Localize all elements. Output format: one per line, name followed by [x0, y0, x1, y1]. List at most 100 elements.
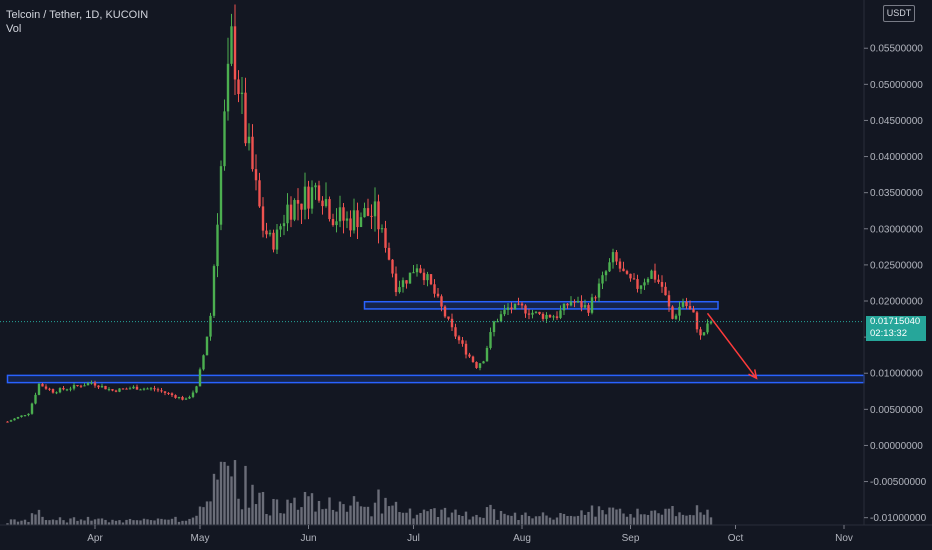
candle-body [254, 169, 258, 181]
candle-body [366, 208, 370, 216]
volume-bar [482, 517, 485, 525]
candle-body [468, 354, 471, 357]
candle-body [34, 394, 37, 404]
candle-body [272, 232, 275, 250]
candles [6, 4, 713, 423]
down-arrow [706, 312, 758, 380]
volume-bar [496, 519, 499, 525]
volume-bar [587, 511, 590, 525]
candle-body [303, 186, 307, 210]
volume-bar [510, 515, 513, 525]
volume-bar [580, 510, 583, 525]
volume-bar [251, 484, 254, 525]
volume-bar [534, 516, 538, 525]
volume-bar [541, 512, 545, 525]
volume-bar [503, 513, 506, 525]
candle-body [282, 223, 286, 227]
time-tick-label: Oct [728, 533, 744, 544]
volume-bar [146, 519, 149, 525]
candle-body [300, 203, 303, 210]
candle-body [384, 228, 387, 248]
volume-bar [454, 509, 457, 525]
candle-body [335, 221, 338, 226]
candle-body [37, 383, 41, 395]
candle-body [20, 415, 23, 417]
candle-body [359, 217, 363, 228]
volume-bar [527, 516, 531, 525]
candle-body [345, 218, 349, 221]
volume-bar [559, 512, 562, 525]
volume-bar [394, 501, 398, 525]
volume-bar [202, 507, 205, 525]
volume-bar [324, 508, 328, 525]
candle-body [496, 321, 499, 323]
volume-bar [93, 519, 97, 525]
candle-body [489, 332, 492, 348]
volume-bar [275, 499, 279, 525]
volume-bar [415, 514, 419, 525]
arrow-shaft [706, 312, 758, 379]
volume-bar [643, 514, 646, 525]
volume-indicator-label[interactable]: Vol [6, 23, 22, 35]
candle-body [590, 297, 594, 313]
candle-body [142, 388, 146, 390]
candle-body [583, 305, 587, 308]
candle-body [632, 278, 636, 280]
volume-bar [230, 476, 233, 525]
candle-body [83, 385, 86, 387]
volume-bar [377, 489, 380, 525]
time-axis[interactable]: Apr May Jun Jul Aug Sep Oct Nov [87, 525, 853, 544]
price-tick-label: 0.02500000 [870, 260, 923, 271]
volume-bar [121, 522, 125, 525]
candle-body [629, 273, 632, 279]
candle-body [534, 311, 538, 313]
volume-bar [692, 515, 695, 525]
volume-bar [538, 516, 541, 525]
time-tick-label: Apr [87, 533, 103, 544]
volume-bar [667, 508, 671, 525]
time-tick-label: Jun [300, 533, 316, 544]
currency-button[interactable]: USDT [883, 5, 915, 22]
symbol-title[interactable]: Telcoin / Tether, 1D, KUCOIN [6, 9, 149, 21]
volume-bar [345, 511, 349, 525]
volume-bar [125, 519, 128, 525]
volume-bar [373, 502, 377, 525]
candle-body [202, 355, 205, 370]
candle-body [93, 382, 97, 386]
candle-body [223, 111, 226, 167]
candle-body [594, 297, 597, 299]
volume-bar [160, 518, 163, 525]
volume-bar [317, 500, 321, 525]
volume-bar [359, 506, 363, 525]
candle-body [62, 388, 65, 390]
volume-bar [72, 517, 76, 525]
volume-bar [412, 518, 415, 525]
price-tick-label: 0.05000000 [870, 80, 923, 91]
candle-body [244, 92, 247, 144]
resistance-zone[interactable] [363, 300, 719, 310]
support-zone[interactable] [6, 374, 865, 384]
price-tick-label: 0.01000000 [870, 369, 923, 380]
candle-body [265, 230, 268, 235]
candle-body [156, 389, 160, 391]
volume-bar [20, 520, 23, 525]
volume-bar [111, 519, 114, 525]
volume-bar [625, 516, 629, 525]
price-tick-label: 0.03500000 [870, 188, 923, 199]
candle-body [566, 303, 569, 306]
volume-bar [489, 504, 492, 525]
volume-bar [139, 520, 142, 525]
volume-bar [293, 497, 296, 525]
volume-bar [590, 505, 594, 525]
volume-bar [562, 513, 566, 525]
candle-body [30, 403, 34, 414]
volume-bar [321, 509, 324, 525]
volume-bar [429, 509, 433, 525]
candle-body [559, 310, 562, 318]
candle-body [517, 303, 520, 305]
candle-body [104, 385, 107, 390]
candle-body [506, 307, 510, 310]
price-axis[interactable]: 0.05500000 0.05000000 0.04500000 0.04000000… [864, 44, 927, 524]
volume-bar [450, 512, 454, 525]
